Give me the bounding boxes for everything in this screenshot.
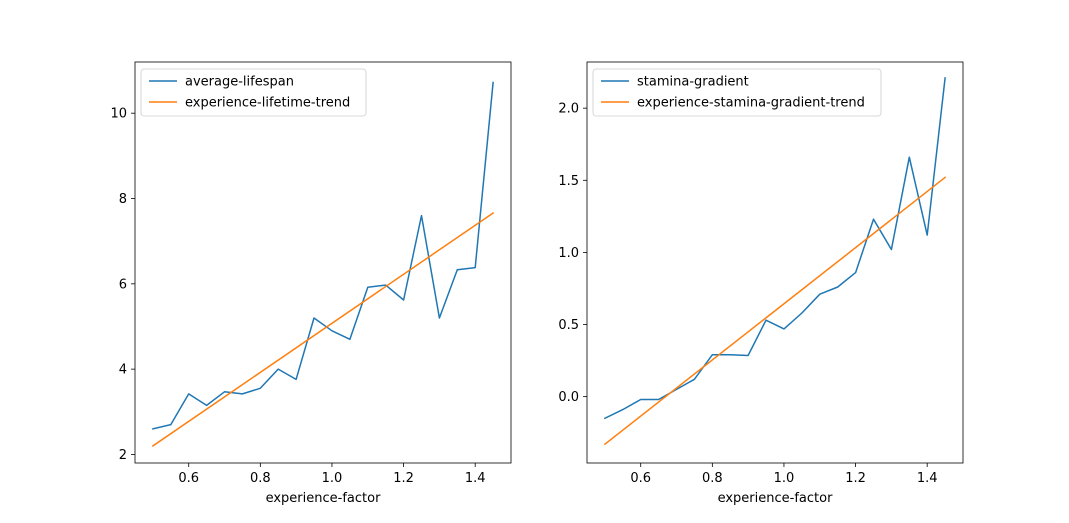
legend-label: experience-lifetime-trend [185, 96, 350, 111]
x-tick-label: 0.6 [630, 471, 651, 486]
legend: stamina-gradient experience-stamina-gradi… [592, 68, 882, 117]
legend-label: average-lifespan [185, 75, 294, 90]
x-tick-label: 0.6 [178, 471, 199, 486]
x-tick-label: 1.4 [917, 471, 938, 486]
legend-label: stamina-gradient [637, 75, 749, 90]
axes-frame [134, 61, 512, 464]
legend: average-lifespan experience-lifetime-tren… [140, 68, 367, 117]
y-tick-label: 0.5 [558, 318, 579, 333]
x-axis-label: experience-factor [718, 491, 833, 506]
x-tick-label: 0.8 [702, 471, 723, 486]
y-tick-label: 10 [110, 107, 127, 122]
y-tick-label: 2.0 [558, 102, 579, 117]
axes-frame [586, 61, 964, 464]
legend-label: experience-stamina-gradient-trend [637, 96, 865, 111]
y-tick-label: 4 [119, 363, 127, 378]
series-line-stamina-gradient [603, 77, 946, 420]
chart-panel-2: 0.6 0.8 1.0 1.2 1.4 0.0 0.5 1.0 1.5 2.0 experience… [558, 61, 964, 506]
x-tick-label: 0.8 [250, 471, 271, 486]
x-tick-label: 1.2 [845, 471, 866, 486]
chart-panel-1: 0.6 0.8 1.0 1.2 1.4 2 4 6 8 10 experience-factor av… [110, 61, 512, 506]
legend-box [140, 68, 367, 117]
y-tick-label: 1.0 [558, 246, 579, 261]
x-tick-label: 1.2 [393, 471, 414, 486]
legend-box [592, 68, 882, 117]
y-tick-label: 1.5 [558, 174, 579, 189]
x-tick-label: 1.0 [774, 471, 795, 486]
series-line-average-lifespan [151, 81, 494, 430]
y-tick-label: 2 [119, 448, 127, 463]
x-tick-label: 1.4 [465, 471, 486, 486]
y-tick-label: 8 [119, 192, 127, 207]
x-tick-label: 1.0 [322, 471, 343, 486]
y-tick-label: 6 [119, 277, 127, 292]
series-line-experience-stamina-gradient-trend [603, 176, 947, 446]
y-tick-label: 0.0 [558, 390, 579, 405]
x-axis-label: experience-factor [266, 491, 381, 506]
series-line-experience-lifetime-trend [151, 211, 495, 447]
